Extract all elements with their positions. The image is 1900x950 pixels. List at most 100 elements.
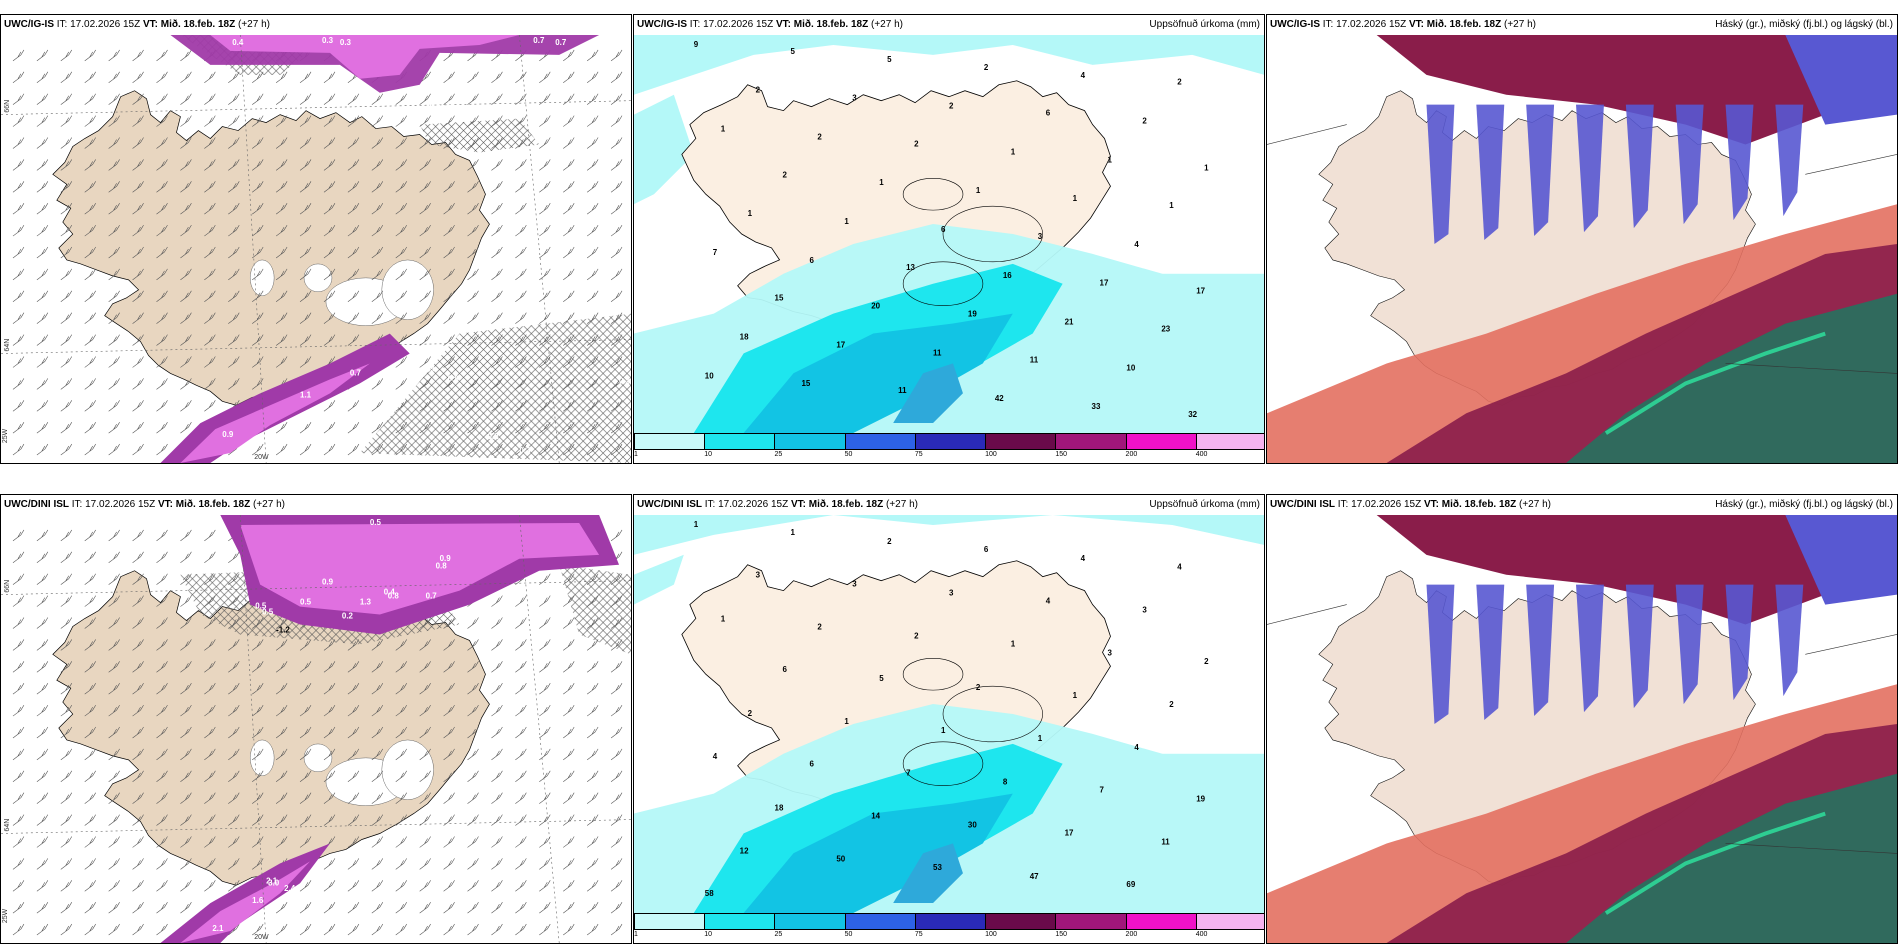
colorbar-tick: 400: [1195, 931, 1208, 938]
precip-label: 16: [1003, 271, 1012, 280]
precip-label: 42: [995, 394, 1004, 403]
precip-label: 2: [1177, 78, 1182, 87]
precip-label: 18: [775, 804, 784, 813]
snow-label: 0.2: [619, 376, 631, 385]
map-canvas: [1267, 515, 1897, 943]
precip-label: 2: [817, 622, 822, 631]
snow-label: 0.5: [420, 890, 432, 899]
snow-label: 0.7: [533, 36, 545, 45]
precip-label: 1: [748, 209, 753, 218]
precip-label: 2: [984, 63, 989, 72]
snow-label: 0.4: [501, 84, 513, 93]
axis-label: 20W: [254, 934, 269, 941]
precip-label: 2: [1204, 657, 1209, 666]
snow-label: 1.5: [320, 442, 332, 451]
precip-label: 1: [1038, 734, 1043, 743]
precip-label: 1: [694, 520, 699, 529]
panel-header: UWC/DINI ISL IT: 17.02.2026 15Z VT: Mið.…: [1, 495, 631, 515]
precip-label: 47: [1030, 872, 1039, 881]
colorbar-swatch: [985, 433, 1057, 450]
product-title: Háský (gr.), miðský (fj.bl.) og lágský (…: [1715, 19, 1893, 30]
colorbar-swatch: [1195, 913, 1264, 930]
precip-label: 10: [1126, 363, 1135, 372]
panel-bottom-middle: UWC/DINI ISL IT: 17.02.2026 15Z VT: Mið.…: [633, 494, 1265, 944]
colorbar-tick: 150: [1055, 451, 1068, 458]
axis-label: 25W: [2, 428, 9, 443]
precip-label: 13: [906, 263, 915, 272]
precip-label: 3: [949, 589, 954, 598]
panel-top-right: UWC/IG-IS IT: 17.02.2026 15Z VT: Mið. 18…: [1266, 14, 1898, 464]
snow-label: 0.3: [322, 36, 334, 45]
precip-label: 11: [1030, 355, 1039, 364]
precip-label: 2: [1169, 700, 1174, 709]
precip-label: 7: [906, 769, 911, 778]
snow-label: 2.4: [284, 884, 296, 893]
precip-label: 4: [1134, 743, 1139, 752]
axis-label: 25W: [2, 908, 9, 923]
snow-label: 0.8: [388, 592, 400, 601]
panel-header: UWC/DINI ISL IT: 17.02.2026 15Z VT: Mið.…: [634, 495, 1264, 515]
snow-label: 0.9: [440, 554, 452, 563]
precip-label: 10: [705, 371, 714, 380]
precip-label: 5: [879, 674, 884, 683]
colorbar-tick: 25: [774, 451, 783, 458]
precip-label: 19: [1196, 795, 1205, 804]
precip-label: 9: [694, 40, 699, 49]
colorbar-tick: 10: [704, 931, 713, 938]
colorbar-swatch: [704, 433, 776, 450]
cloud-map: [1267, 515, 1897, 943]
colorbar-tick: 10: [704, 451, 713, 458]
snow-label: 0.8: [436, 562, 448, 571]
colorbar-tick: 100: [985, 451, 997, 458]
panel-header: UWC/IG-IS IT: 17.02.2026 15Z VT: Mið. 18…: [634, 15, 1264, 35]
precip-label: 1: [1011, 147, 1016, 156]
precip-label: 5: [887, 55, 892, 64]
snow-label: 0.2: [342, 612, 354, 621]
snow-label: 1.6: [252, 896, 264, 905]
precip-label: 15: [801, 379, 810, 388]
snow-label: 0.4: [474, 76, 486, 85]
colorbar-swatch: [914, 913, 987, 930]
precip-label: 2: [756, 86, 761, 95]
precip-label: 69: [1126, 880, 1135, 889]
colorbar-swatch: [774, 433, 846, 450]
axis-label: 20W: [254, 454, 269, 461]
precip-label: 4: [1177, 563, 1182, 572]
precip-label: 30: [968, 820, 977, 829]
snow-label: 0.4: [384, 588, 396, 597]
precip-label: 7: [1100, 786, 1105, 795]
panel-header: UWC/DINI ISL IT: 17.02.2026 15Z VT: Mið.…: [1267, 495, 1897, 515]
precip-colorbar: 1 10 25 50 75 100 150 200 400: [634, 433, 1264, 463]
colorbar-swatch: [1125, 433, 1197, 450]
panel-header: UWC/IG-IS IT: 17.02.2026 15Z VT: Mið. 18…: [1, 15, 631, 35]
precip-label: 11: [1161, 837, 1170, 846]
colorbar-swatch: [985, 913, 1057, 930]
precip-label: 2: [914, 139, 919, 148]
precip-label: 20: [871, 302, 880, 311]
precip-label: 6: [941, 225, 946, 234]
panel-top-left: UWC/IG-IS IT: 17.02.2026 15Z VT: Mið. 18…: [0, 14, 632, 464]
precip-colorbar: 1 10 25 50 75 100 150 200 400: [634, 913, 1264, 943]
precip-label: 2: [949, 102, 954, 111]
colorbar-swatch: [634, 433, 706, 450]
precip-label: 53: [933, 863, 942, 872]
axis-label: 64N: [4, 819, 11, 832]
colorbar-swatch: [634, 913, 706, 930]
precip-label: 6: [809, 760, 814, 769]
snow-label: 0.7: [426, 592, 438, 601]
snow-label: 0.9: [322, 578, 334, 587]
colorbar-swatch: [844, 913, 916, 930]
precip-label: 4: [1081, 554, 1086, 563]
precip-label: 6: [809, 256, 814, 265]
precip-label: 1: [1011, 639, 1016, 648]
snow-label: -1.2: [276, 625, 290, 634]
colorbar-swatch: [1055, 433, 1127, 450]
colorbar-swatch: [914, 433, 987, 450]
snow-label: 3.0: [268, 878, 280, 887]
precip-label: 8: [1003, 778, 1008, 787]
precip-label: 2: [783, 170, 788, 179]
precip-label: 19: [968, 310, 977, 319]
precip-label: 23: [1161, 325, 1170, 334]
precip-label: 1: [721, 125, 726, 134]
